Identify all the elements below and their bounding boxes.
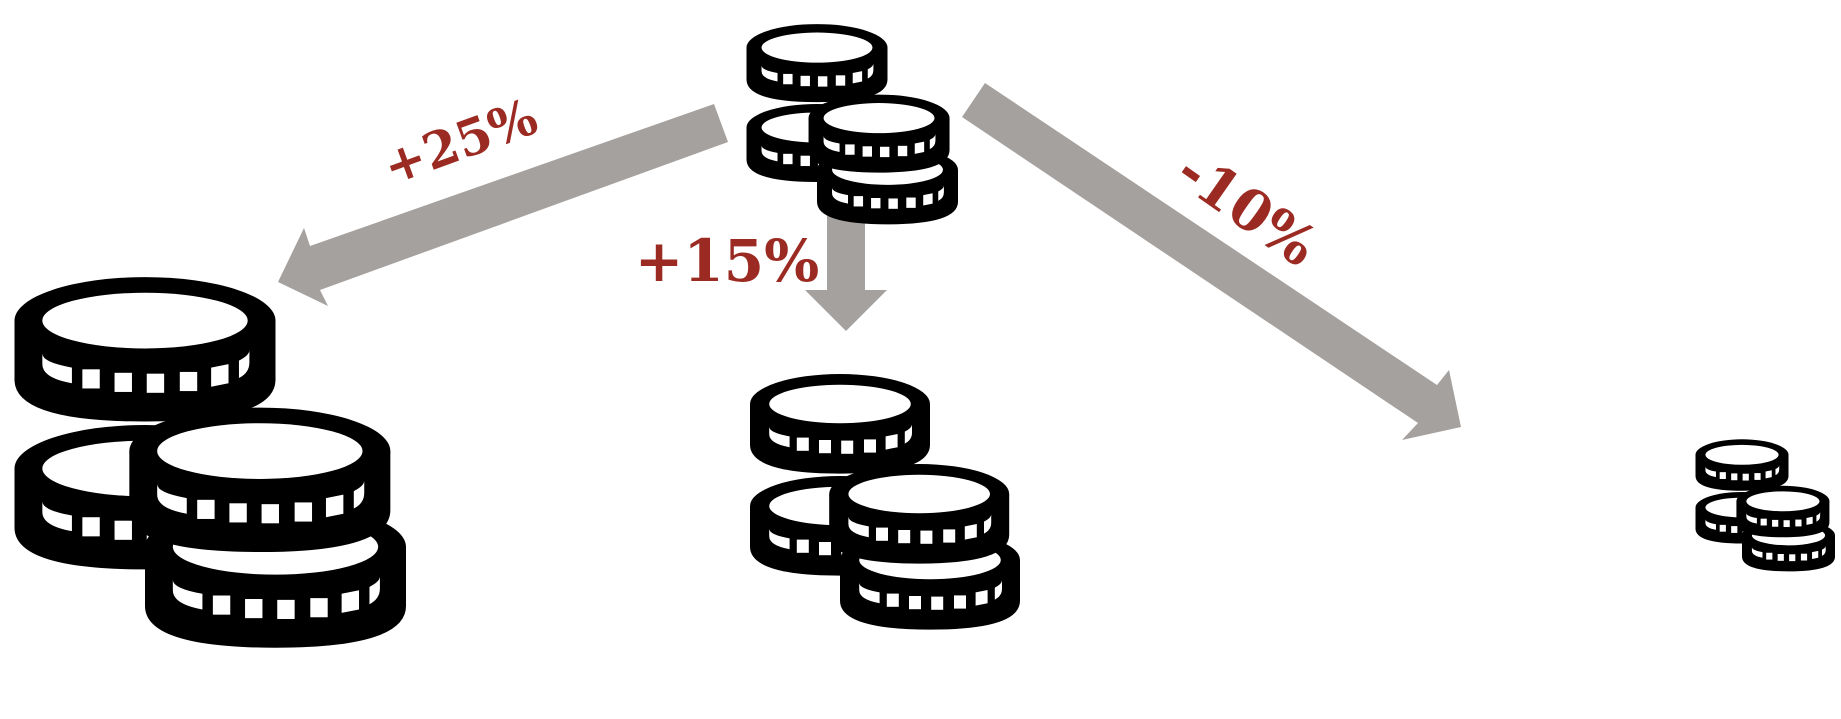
arrow-middle — [805, 210, 887, 331]
coin-stack-icon — [14, 277, 406, 648]
coin-stack-icon — [1696, 439, 1836, 571]
label-middle: +15% — [635, 227, 819, 295]
coin-stack-icon — [750, 374, 1020, 630]
arrow-right — [962, 83, 1461, 440]
arrow-left — [278, 104, 728, 306]
coin-stack-icon — [747, 24, 959, 224]
